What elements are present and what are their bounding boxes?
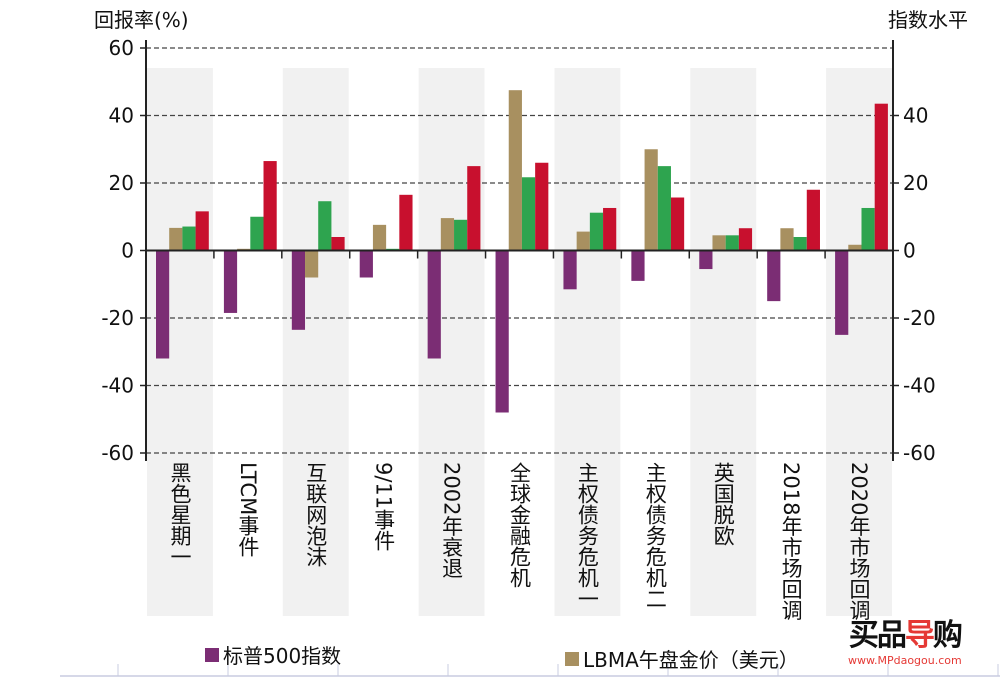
- bar-3-6: [521, 177, 536, 251]
- bar-2-5: [440, 218, 455, 251]
- bar-4-9: [738, 228, 753, 251]
- bar-1-1: [156, 250, 170, 359]
- left-tick-label: 20: [109, 171, 134, 195]
- left-tick-label: 60: [109, 36, 134, 60]
- bar-1-5: [427, 250, 441, 359]
- category-band: [554, 68, 621, 616]
- right-tick-label: 40: [903, 104, 928, 128]
- bar-2-8: [644, 149, 658, 251]
- bar-4-1: [195, 211, 209, 251]
- category-band: [282, 68, 349, 616]
- legend-label: 标普500指数: [223, 644, 342, 668]
- category-label: 主权债务危机一: [575, 462, 600, 609]
- bar-2-3: [305, 250, 319, 278]
- bar-2-10: [780, 228, 794, 251]
- legend-swatch: [565, 651, 579, 666]
- right-axis-title: 指数水平: [888, 8, 968, 32]
- category-label: 黑色星期一: [167, 462, 192, 567]
- left-tick-label: -20: [101, 306, 134, 330]
- bar-4-3: [331, 237, 345, 251]
- bar-4-2: [263, 161, 277, 251]
- left-tick-label: -40: [101, 374, 134, 398]
- bar-1-7: [563, 250, 577, 290]
- category-label: 2018年市场回调: [779, 462, 804, 621]
- bar-1-2: [223, 250, 238, 313]
- bar-3-2: [250, 216, 264, 251]
- bar-4-7: [603, 207, 617, 251]
- left-tick-label: 40: [109, 104, 134, 128]
- bar-4-10: [806, 189, 820, 251]
- legend-swatch: [205, 647, 219, 662]
- bar-2-1: [169, 227, 183, 251]
- watermark-logo-text: 买品导购: [848, 618, 963, 653]
- legend-item-sp500: 标普500指数: [205, 640, 341, 669]
- bar-2-6: [508, 90, 522, 251]
- category-label: 2002年衰退: [439, 462, 464, 579]
- category-band: [690, 68, 757, 616]
- bar-1-11: [835, 250, 849, 335]
- bar-1-6: [495, 250, 509, 413]
- bar-4-8: [670, 197, 685, 251]
- right-tick-label: -60: [903, 441, 936, 465]
- bar-2-7: [576, 231, 590, 251]
- left-axis-title: 回报率(%): [94, 8, 189, 32]
- category-label: 英国脱欧: [711, 462, 736, 546]
- bar-3-5: [454, 219, 468, 251]
- bar-1-3: [291, 250, 306, 330]
- category-label: 全球金融危机: [507, 462, 532, 588]
- category-label: 主权债务危机二: [643, 462, 668, 609]
- bar-4-4: [399, 194, 413, 251]
- bar-1-10: [767, 250, 781, 302]
- bar-3-1: [182, 226, 196, 251]
- category-label: LTCM事件: [235, 462, 260, 558]
- bar-3-7: [589, 212, 604, 251]
- watermark-logo: 买品导购 www.MPdaogou.com: [848, 610, 963, 667]
- right-tick-label: -40: [903, 374, 936, 398]
- right-tick-label: 0: [903, 239, 916, 263]
- bar-2-9: [712, 235, 726, 251]
- right-tick-label: -20: [903, 306, 936, 330]
- left-tick-label: -60: [101, 441, 134, 465]
- category-label: 互联网泡沫: [303, 462, 328, 567]
- legend-label: LBMA午盘金价（美元）: [583, 648, 799, 672]
- bar-3-9: [725, 235, 739, 251]
- bar-3-8: [657, 166, 671, 251]
- bar-3-11: [861, 207, 875, 251]
- bar-4-6: [535, 162, 549, 251]
- right-tick-label: 20: [903, 171, 928, 195]
- legend-item-gold: LBMA午盘金价（美元）: [565, 644, 799, 673]
- bar-1-4: [359, 250, 373, 278]
- left-tick-label: 0: [121, 239, 134, 263]
- bar-3-10: [793, 237, 807, 251]
- bar-2-11: [848, 244, 862, 251]
- bar-4-11: [874, 103, 888, 251]
- bar-4-5: [467, 166, 481, 251]
- bar-3-3: [318, 201, 332, 251]
- category-label: 2020年市场回调: [847, 462, 872, 621]
- category-label: 9/11事件: [371, 462, 396, 552]
- bar-1-9: [699, 250, 713, 270]
- bar-2-4: [372, 224, 387, 251]
- bar-1-8: [631, 250, 645, 281]
- watermark-url: www.MPdaogou.com: [848, 654, 962, 667]
